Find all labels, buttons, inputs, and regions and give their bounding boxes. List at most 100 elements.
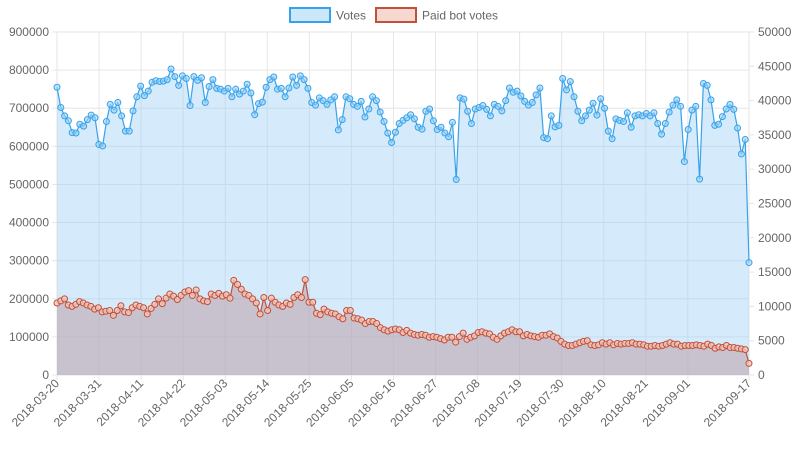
data-point-votes[interactable]	[376, 108, 384, 116]
data-point-votes[interactable]	[293, 81, 301, 89]
data-point-votes[interactable]	[627, 123, 635, 131]
data-point-paid-bot-votes[interactable]	[158, 300, 166, 308]
data-point-votes[interactable]	[197, 74, 205, 82]
data-point-votes[interactable]	[338, 116, 346, 124]
data-point-votes[interactable]	[144, 87, 152, 95]
data-point-votes[interactable]	[270, 73, 278, 81]
data-point-votes[interactable]	[658, 130, 666, 138]
data-point-votes[interactable]	[745, 259, 753, 267]
legend-swatch-paid-bot-votes[interactable]	[375, 7, 417, 23]
data-point-votes[interactable]	[445, 133, 453, 141]
data-point-votes[interactable]	[380, 118, 388, 126]
data-point-votes[interactable]	[726, 100, 734, 108]
data-point-paid-bot-votes[interactable]	[234, 280, 242, 288]
data-point-votes[interactable]	[407, 111, 415, 119]
data-point-votes[interactable]	[239, 87, 247, 95]
data-point-votes[interactable]	[696, 175, 704, 183]
data-point-votes[interactable]	[604, 127, 612, 135]
data-point-votes[interactable]	[209, 76, 217, 84]
data-point-paid-bot-votes[interactable]	[203, 298, 211, 306]
legend-label-votes[interactable]: Votes	[336, 9, 366, 23]
data-point-votes[interactable]	[285, 84, 293, 92]
data-point-votes[interactable]	[467, 119, 475, 127]
data-point-votes[interactable]	[692, 102, 700, 110]
data-point-votes[interactable]	[650, 109, 658, 117]
data-point-votes[interactable]	[243, 80, 251, 88]
data-point-votes[interactable]	[513, 87, 521, 95]
data-point-votes[interactable]	[53, 83, 61, 91]
data-point-votes[interactable]	[388, 139, 396, 147]
data-point-votes[interactable]	[247, 89, 255, 97]
data-point-paid-bot-votes[interactable]	[286, 300, 294, 308]
data-point-votes[interactable]	[528, 99, 536, 107]
data-point-votes[interactable]	[365, 105, 373, 113]
data-point-votes[interactable]	[80, 122, 88, 130]
data-point-votes[interactable]	[718, 113, 726, 121]
data-point-paid-bot-votes[interactable]	[301, 276, 309, 284]
data-point-paid-bot-votes[interactable]	[448, 333, 456, 341]
data-point-votes[interactable]	[486, 112, 494, 120]
data-point-votes[interactable]	[570, 93, 578, 101]
data-point-votes[interactable]	[661, 119, 669, 127]
data-point-votes[interactable]	[464, 107, 472, 115]
data-point-paid-bot-votes[interactable]	[339, 315, 347, 323]
data-point-votes[interactable]	[680, 158, 688, 166]
data-point-paid-bot-votes[interactable]	[226, 294, 234, 302]
data-point-votes[interactable]	[620, 118, 628, 126]
data-point-votes[interactable]	[734, 124, 742, 132]
data-point-votes[interactable]	[684, 126, 692, 134]
data-point-votes[interactable]	[99, 142, 107, 150]
data-point-votes[interactable]	[232, 85, 240, 93]
data-point-paid-bot-votes[interactable]	[452, 338, 460, 346]
data-point-votes[interactable]	[140, 92, 148, 100]
data-point-votes[interactable]	[547, 112, 555, 120]
data-point-votes[interactable]	[555, 121, 563, 129]
data-point-votes[interactable]	[737, 150, 745, 158]
data-point-votes[interactable]	[448, 118, 456, 126]
data-point-votes[interactable]	[300, 76, 308, 84]
data-point-votes[interactable]	[410, 115, 418, 123]
data-point-votes[interactable]	[281, 93, 289, 101]
data-point-paid-bot-votes[interactable]	[309, 298, 317, 306]
data-point-votes[interactable]	[601, 104, 609, 112]
data-point-votes[interactable]	[429, 117, 437, 125]
data-point-votes[interactable]	[357, 97, 365, 105]
data-point-paid-bot-votes[interactable]	[346, 307, 354, 315]
data-point-votes[interactable]	[673, 96, 681, 104]
data-point-paid-bot-votes[interactable]	[745, 359, 753, 367]
data-point-votes[interactable]	[102, 118, 110, 126]
data-point-votes[interactable]	[498, 107, 506, 115]
data-point-votes[interactable]	[186, 102, 194, 110]
data-point-paid-bot-votes[interactable]	[741, 346, 749, 354]
data-point-votes[interactable]	[72, 129, 80, 137]
data-point-votes[interactable]	[703, 81, 711, 89]
data-point-votes[interactable]	[585, 106, 593, 114]
data-point-votes[interactable]	[384, 129, 392, 137]
data-point-votes[interactable]	[452, 175, 460, 183]
data-point-paid-bot-votes[interactable]	[188, 291, 196, 299]
data-point-votes[interactable]	[574, 107, 582, 115]
data-point-votes[interactable]	[460, 95, 468, 103]
data-point-votes[interactable]	[483, 105, 491, 113]
data-point-votes[interactable]	[589, 99, 597, 107]
data-point-votes[interactable]	[426, 105, 434, 113]
data-point-votes[interactable]	[262, 83, 270, 91]
data-point-votes[interactable]	[677, 102, 685, 110]
data-point-votes[interactable]	[171, 73, 179, 81]
data-point-votes[interactable]	[654, 119, 662, 127]
data-point-paid-bot-votes[interactable]	[297, 293, 305, 301]
data-point-votes[interactable]	[201, 99, 209, 107]
data-point-votes[interactable]	[437, 123, 445, 131]
data-point-votes[interactable]	[91, 114, 99, 122]
data-point-votes[interactable]	[730, 105, 738, 113]
data-point-votes[interactable]	[608, 135, 616, 143]
data-point-paid-bot-votes[interactable]	[143, 310, 151, 318]
data-point-paid-bot-votes[interactable]	[151, 300, 159, 308]
data-point-paid-bot-votes[interactable]	[256, 310, 264, 318]
data-point-paid-bot-votes[interactable]	[264, 307, 272, 315]
data-point-votes[interactable]	[494, 102, 502, 110]
data-point-votes[interactable]	[559, 75, 567, 82]
data-point-votes[interactable]	[517, 92, 525, 100]
data-point-votes[interactable]	[133, 93, 141, 101]
data-point-votes[interactable]	[418, 125, 426, 133]
